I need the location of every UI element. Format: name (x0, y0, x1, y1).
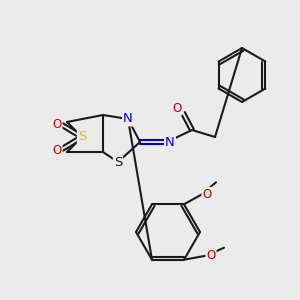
Text: S: S (114, 155, 122, 169)
Text: O: O (202, 188, 211, 201)
Text: O: O (206, 249, 216, 262)
Text: N: N (165, 136, 175, 148)
Text: O: O (52, 143, 62, 157)
Text: N: N (123, 112, 133, 125)
Text: O: O (172, 101, 182, 115)
Text: S: S (78, 130, 86, 143)
Text: O: O (52, 118, 62, 130)
